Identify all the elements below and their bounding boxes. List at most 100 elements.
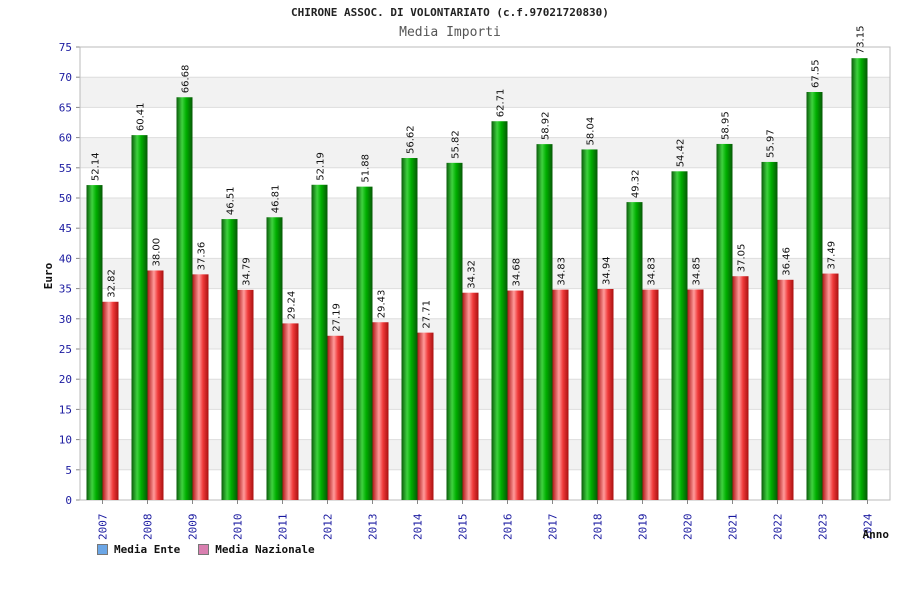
data-label: 58.92 [541,111,552,140]
legend-swatch-media-ente [97,544,108,555]
plot-frame [79,46,891,501]
bar-media-nazionale [822,273,839,500]
bar-media-nazionale [642,289,659,500]
y-tick-label: 25 [59,343,72,356]
x-tick-label: 2010 [232,514,245,541]
x-tick-label: 2011 [277,514,290,541]
data-label: 37.05 [737,244,748,273]
legend-swatch-media-nazionale [198,544,210,555]
grid-band [80,439,890,470]
x-tick-label: 2015 [457,514,470,541]
x-tick-label: 2023 [817,514,830,541]
grid-band [80,318,890,349]
legend: Media Ente Media Nazionale [97,543,315,556]
grid-band [80,349,890,380]
legend-label-media-nazionale: Media Nazionale [215,543,315,556]
data-label: 66.68 [181,65,192,94]
grid-band [80,137,890,168]
y-tick-label: 20 [59,373,72,386]
bar-media-nazionale [417,332,434,500]
bar-media-ente [356,186,373,500]
x-tick-label: 2014 [412,513,425,540]
y-tick-label: 5 [65,464,72,477]
bar-media-ente [806,91,823,501]
bar-media-nazionale [327,335,344,500]
y-tick-label: 50 [59,192,72,205]
y-tick-label: 40 [59,252,72,265]
bar-media-nazionale [462,292,479,500]
bar-media-ente [401,158,418,500]
grid-band [80,469,890,500]
legend-label-media-ente: Media Ente [114,543,181,556]
bar-media-ente [446,162,463,500]
x-tick-label: 2009 [187,514,200,541]
data-label: 34.68 [512,258,523,287]
y-tick-label: 55 [59,162,72,175]
grid-band [80,409,890,440]
data-label: 36.46 [782,247,793,276]
y-tick-label: 60 [59,132,72,145]
data-label: 55.82 [451,130,462,159]
y-tick-label: 10 [59,434,72,447]
grid-band [80,198,890,229]
data-label: 58.04 [586,117,597,146]
bar-media-ente [716,143,733,500]
bar-media-ente [671,171,688,500]
data-label: 67.55 [811,59,822,88]
bar-media-ente [536,144,553,500]
x-tick-label: 2021 [727,514,740,541]
x-tick-label: 2022 [772,514,785,541]
grid-band [80,107,890,138]
y-tick-label: 35 [59,283,72,296]
bar-media-nazionale [282,323,299,500]
data-label: 51.88 [361,154,372,183]
data-label: 58.95 [721,111,732,140]
y-tick-label: 45 [59,222,72,235]
data-label: 73.15 [856,26,867,55]
data-label: 46.51 [226,186,237,215]
data-label: 34.32 [467,260,478,289]
data-label: 32.82 [107,269,118,298]
bar-media-nazionale [597,288,614,500]
data-label: 34.83 [557,257,568,286]
data-label: 34.79 [242,257,253,286]
data-label: 34.85 [692,257,703,286]
data-label: 37.49 [827,241,838,270]
bar-media-nazionale [687,289,704,500]
data-label: 37.36 [197,242,208,271]
x-tick-label: 2008 [142,514,155,541]
bar-media-nazionale [777,279,794,500]
bar-media-ente [626,202,643,501]
data-label: 54.42 [676,139,687,168]
grid-band [80,258,890,289]
y-tick-label: 70 [59,71,72,84]
x-tick-label: 2018 [592,514,605,541]
bar-media-nazionale [147,270,164,500]
x-axis-label: Anno [863,528,890,541]
grid-band [80,167,890,198]
x-tick-label: 2007 [97,514,110,541]
data-label: 60.41 [136,102,147,131]
bar-media-nazionale [192,274,209,500]
data-label: 29.43 [377,290,388,319]
data-label: 55.97 [766,129,777,158]
data-label: 27.19 [332,303,343,332]
x-tick-label: 2016 [502,514,515,541]
bar-media-ente [176,97,193,500]
data-label: 34.94 [602,256,613,285]
bar-media-ente [851,58,868,500]
data-label: 62.71 [496,89,507,118]
grid-band [80,47,890,78]
data-label: 56.62 [406,125,417,154]
data-label: 29.24 [287,291,298,320]
data-label: 46.81 [271,185,282,214]
bar-media-nazionale [372,322,389,500]
y-tick-label: 75 [59,41,72,54]
x-tick-label: 2012 [322,514,335,541]
y-tick-label: 0 [65,494,72,507]
bar-media-ente [761,161,778,500]
grid-band [80,228,890,259]
bar-media-ente [266,217,283,501]
chart-subtitle: Media Importi [399,25,501,40]
